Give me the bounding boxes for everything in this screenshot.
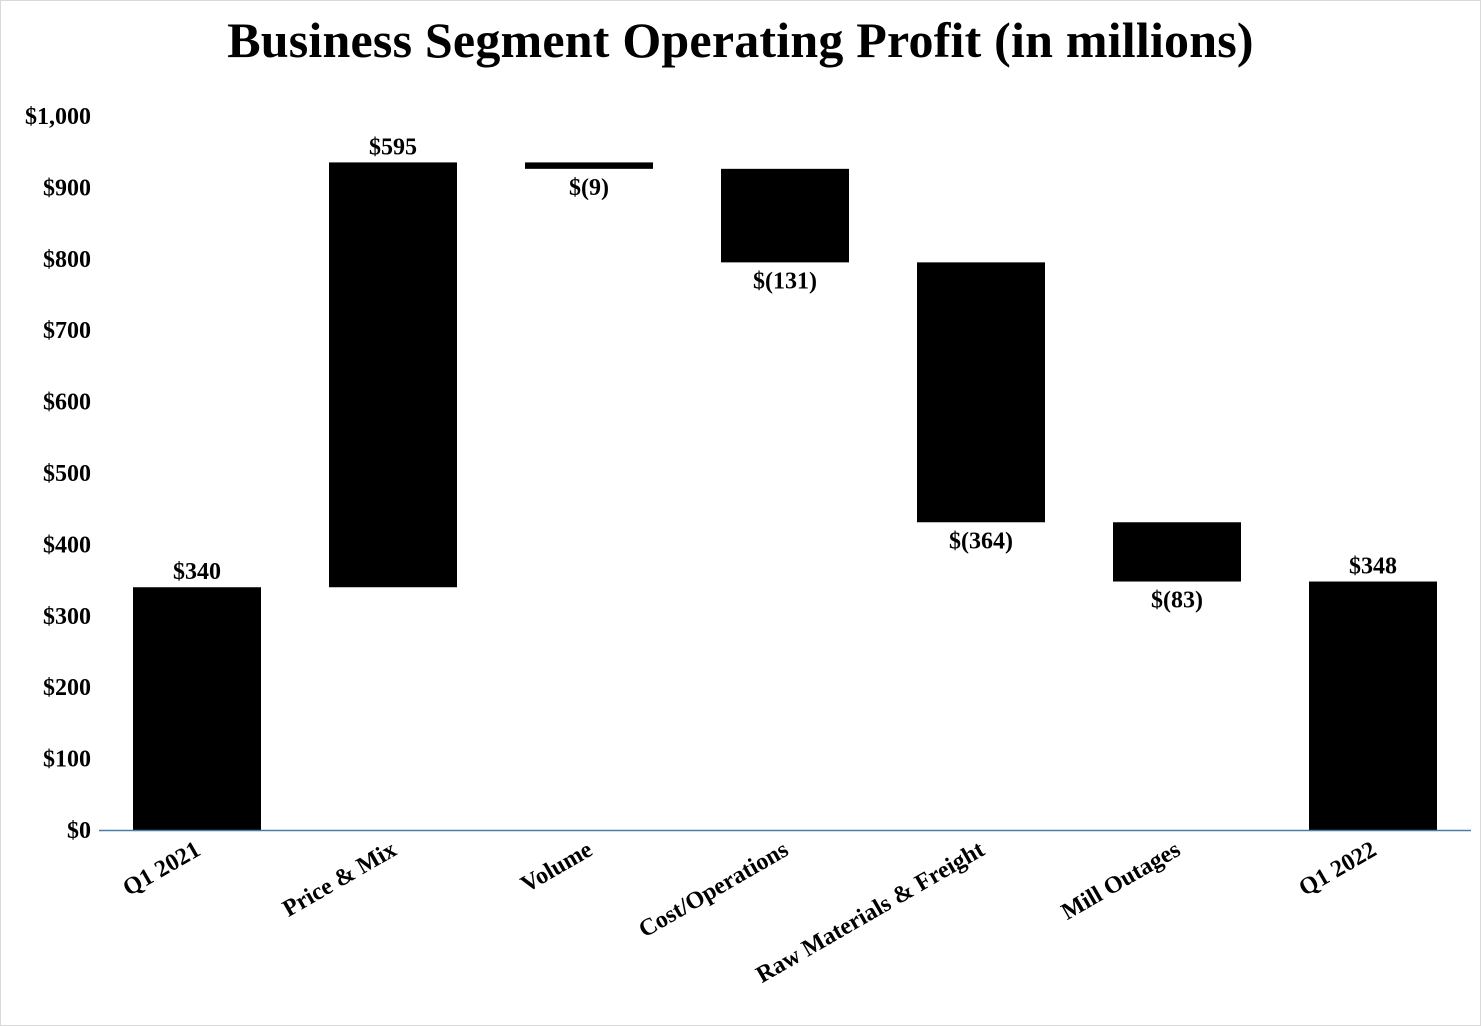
data-label: $(364) xyxy=(949,528,1013,554)
y-tick-label: $0 xyxy=(67,818,91,844)
y-tick-label: $500 xyxy=(43,461,91,487)
bar xyxy=(1309,581,1437,830)
data-labels: $340 $595 $(9) $(131) $(364) $(83) $348 xyxy=(173,134,1397,613)
y-tick-label: $300 xyxy=(43,604,91,630)
x-tick-label: Q1 2021 xyxy=(119,837,205,902)
bar xyxy=(1113,522,1241,582)
x-tick-label: Mill Outages xyxy=(1057,837,1185,926)
data-label: $(83) xyxy=(1151,588,1203,614)
y-tick-label: $800 xyxy=(43,247,91,273)
x-tick-label: Price & Mix xyxy=(278,837,401,923)
data-label: $348 xyxy=(1349,554,1397,580)
y-tick-label: $600 xyxy=(43,390,91,416)
bar xyxy=(133,587,261,830)
y-tick-label: $200 xyxy=(43,675,91,701)
data-label: $(131) xyxy=(753,268,817,294)
data-label: $340 xyxy=(173,559,221,585)
y-tick-label: $700 xyxy=(43,318,91,344)
data-label: $595 xyxy=(369,134,417,160)
y-axis: $0 $100 $200 $300 $400 $500 $600 $700 $800 $900 $1… xyxy=(25,104,91,844)
bar xyxy=(329,162,457,588)
y-tick-label: $900 xyxy=(43,175,91,201)
y-tick-label: $100 xyxy=(43,747,91,773)
data-label: $(9) xyxy=(569,175,609,201)
bar xyxy=(525,162,653,169)
bars xyxy=(133,162,1437,830)
x-tick-label: Cost/Operations xyxy=(635,837,793,944)
bar xyxy=(917,262,1045,523)
bar xyxy=(721,168,849,263)
x-tick-label: Volume xyxy=(517,837,598,899)
chart-title: Business Segment Operating Profit (in mi… xyxy=(227,12,1254,68)
y-tick-label: $400 xyxy=(43,532,91,558)
x-tick-label: Q1 2022 xyxy=(1295,837,1381,902)
x-axis: Q1 2021 Price & Mix Volume Cost/OperationsR… xyxy=(119,837,1381,989)
y-tick-label: $1,000 xyxy=(25,104,91,130)
